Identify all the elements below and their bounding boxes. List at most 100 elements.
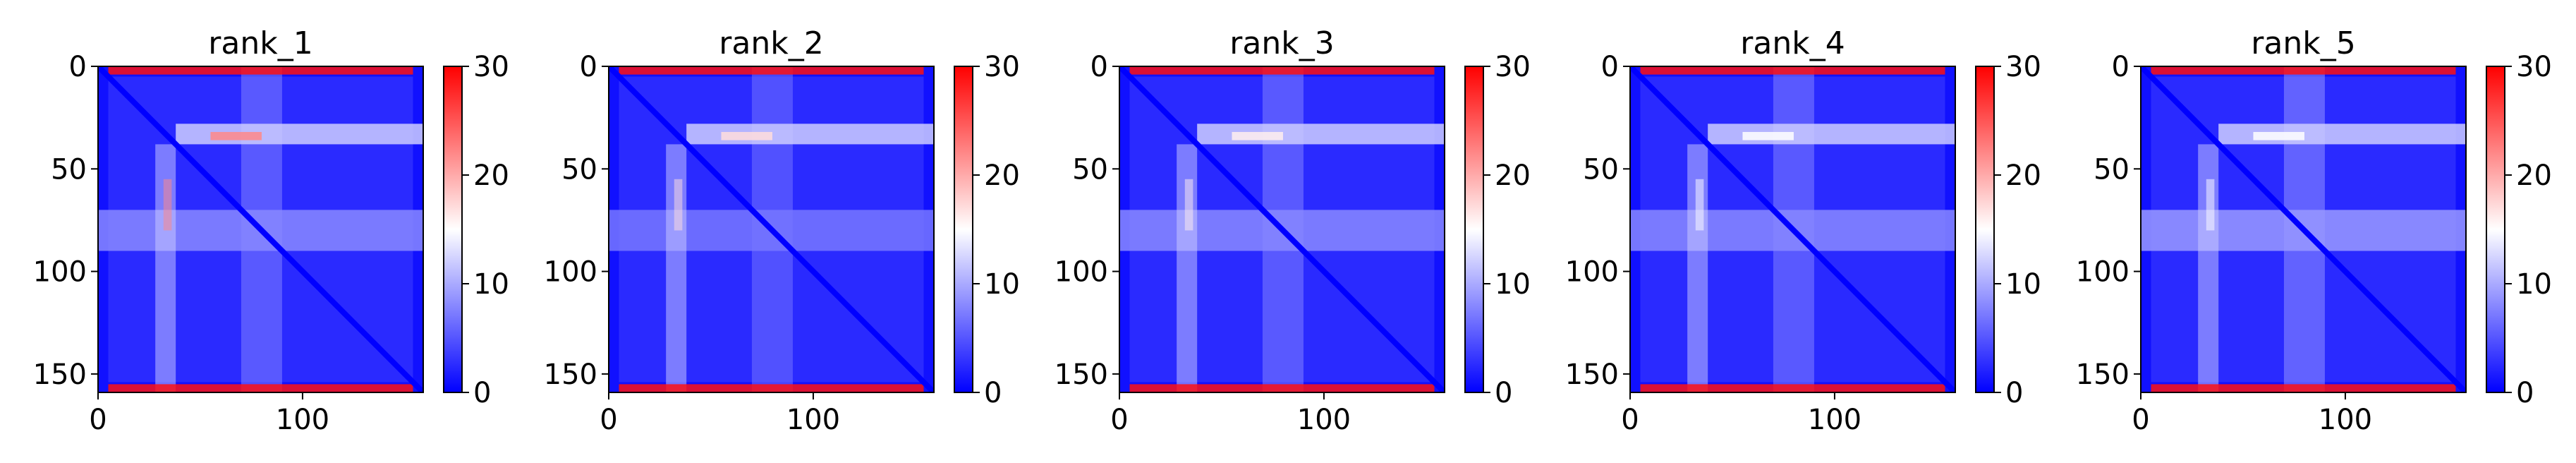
colorbar-gradient (1464, 66, 1484, 393)
plot-frame (1629, 66, 1956, 393)
y-tick-label: 0 (1601, 51, 1619, 83)
colorbar-tick-label: 0 (2005, 377, 2023, 409)
y-tick-label: 150 (1565, 359, 1619, 391)
heatmap-cell-loop-band-peak (721, 131, 772, 140)
heatmap-cell-c-terminal-block (1129, 384, 1435, 392)
heatmap-area (1630, 66, 1955, 392)
heatmap-area (609, 66, 934, 392)
heatmap-cell-loop-band-peak (210, 131, 262, 140)
y-tick-label: 150 (544, 359, 597, 391)
heatmap-diagonal (1119, 66, 1445, 392)
heatmap-area (98, 66, 423, 392)
heatmap-cell-loop-band-peak (1232, 131, 1283, 140)
y-tick-label: 0 (1090, 51, 1108, 83)
y-tick-label: 100 (1565, 256, 1619, 289)
heatmap-cell-loop-band-peak-mirror (674, 179, 683, 231)
colorbar-tick-label: 30 (2516, 51, 2552, 83)
colorbar-tick-label: 10 (473, 268, 509, 301)
x-tick-label: 0 (1110, 404, 1128, 436)
x-tick-label: 0 (2132, 404, 2149, 436)
heatmap-area (2141, 66, 2466, 392)
panel-title: rank_2 (719, 25, 823, 61)
heatmap-cell-n-terminal-block (2151, 66, 2456, 75)
heatmap-cell-loop-band-peak (2253, 131, 2304, 140)
colorbar-tick-label: 30 (2005, 51, 2041, 83)
y-tick-label: 0 (2112, 51, 2130, 83)
plot-frame (2140, 66, 2467, 393)
colorbar: 0 10 20 30 (443, 51, 509, 409)
heatmap-cell-c-terminal-block (2151, 384, 2456, 392)
colorbar: 0 10 20 30 (1464, 51, 1531, 409)
y-tick-label: 100 (2076, 256, 2130, 289)
colorbar-tick-label: 30 (984, 51, 1020, 83)
heatmap-cell-loop-band-peak-mirror (2206, 179, 2215, 231)
colorbar-tick-label: 20 (2516, 160, 2552, 192)
colorbar-gradient (1975, 66, 1995, 393)
y-tick-label: 50 (2094, 153, 2130, 186)
colorbar-tick-label: 30 (473, 51, 509, 83)
heatmap-cell-loop-band-peak (1742, 131, 1794, 140)
y-tick-label: 50 (1583, 153, 1619, 186)
colorbar: 0 10 20 30 (954, 51, 1020, 409)
heatmap-cell-c-terminal-block (1640, 384, 1945, 392)
heatmap-cell-n-terminal-block (108, 66, 413, 75)
heatmap-diagonal (98, 66, 423, 392)
heatmap-cell-c-terminal-block (619, 384, 924, 392)
y-tick-label: 0 (580, 51, 597, 83)
colorbar-tick-label: 10 (2005, 268, 2041, 301)
panel-title: rank_4 (1740, 25, 1845, 61)
plot-frame (1119, 66, 1445, 393)
colorbar-tick-label: 10 (984, 268, 1020, 301)
y-tick-label: 0 (69, 51, 87, 83)
heatmap-area (1119, 66, 1445, 392)
x-tick-label: 0 (600, 404, 617, 436)
x-tick-label: 100 (786, 404, 840, 436)
plot-frame (608, 66, 935, 393)
colorbar: 0 10 20 30 (2486, 51, 2552, 409)
heatmap-cell-n-terminal-block (1129, 66, 1435, 75)
y-tick-label: 150 (1055, 359, 1108, 391)
y-tick-label: 100 (33, 256, 87, 289)
x-tick-label: 0 (1621, 404, 1639, 436)
y-tick-label: 50 (51, 153, 87, 186)
y-tick-label: 50 (1072, 153, 1108, 186)
colorbar-tick-label: 20 (1495, 160, 1531, 192)
colorbar-tick-label: 0 (984, 377, 1002, 409)
colorbar-tick-label: 30 (1495, 51, 1531, 83)
heatmap-cell-loop-band-peak-mirror (163, 179, 172, 231)
colorbar-gradient (443, 66, 463, 393)
y-tick-label: 100 (1055, 256, 1108, 289)
heatmap-cell-n-terminal-block (1640, 66, 1945, 75)
colorbar-tick-label: 20 (984, 160, 1020, 192)
colorbar: 0 10 20 30 (1975, 51, 2041, 409)
colorbar-tick-label: 0 (473, 377, 491, 409)
panel-title: rank_5 (2251, 25, 2355, 61)
colorbar-tick-label: 20 (473, 160, 509, 192)
colorbar-tick-label: 10 (1495, 268, 1531, 301)
colorbar-tick-label: 10 (2516, 268, 2552, 301)
plot-frame (97, 66, 424, 393)
colorbar-gradient (954, 66, 973, 393)
heatmap-cell-loop-band-peak-mirror (1695, 179, 1704, 231)
y-tick-label: 100 (544, 256, 597, 289)
y-tick-label: 150 (2076, 359, 2130, 391)
heatmap-diagonal (609, 66, 934, 392)
heatmap-cell-n-terminal-block (619, 66, 924, 75)
y-tick-label: 150 (33, 359, 87, 391)
x-tick-label: 100 (276, 404, 329, 436)
colorbar-tick-label: 0 (1495, 377, 1512, 409)
x-tick-label: 0 (89, 404, 107, 436)
y-tick-label: 50 (561, 153, 597, 186)
x-tick-label: 100 (2319, 404, 2372, 436)
heatmap-diagonal (1630, 66, 1955, 392)
colorbar-gradient (2486, 66, 2505, 393)
colorbar-tick-label: 0 (2516, 377, 2534, 409)
heatmap-diagonal (2141, 66, 2466, 392)
x-tick-label: 100 (1808, 404, 1861, 436)
heatmap-cell-c-terminal-block (108, 384, 413, 392)
